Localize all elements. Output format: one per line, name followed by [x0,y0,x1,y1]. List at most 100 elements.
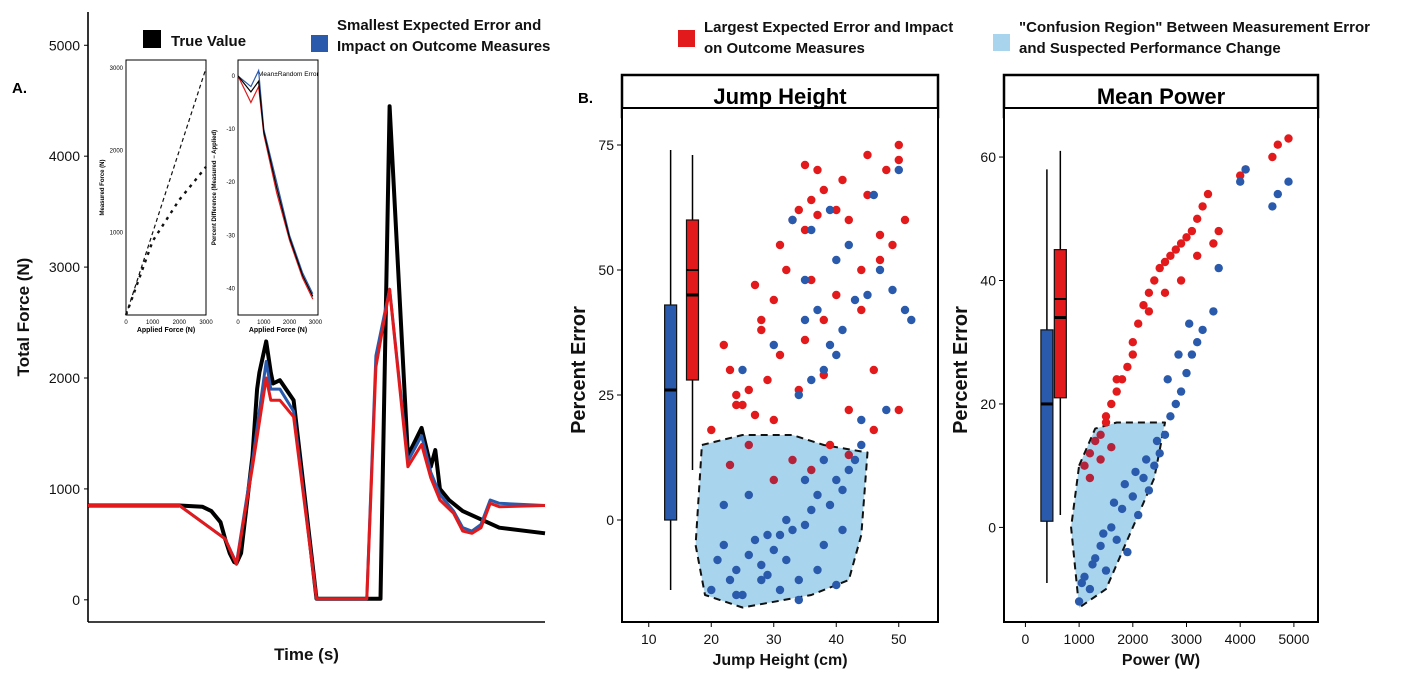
jump-blue-point [825,205,835,215]
inset2-y-axis-title: Percent Difference (Measured − Applied) [212,130,218,245]
inset2-y-tick-label: -30 [226,233,235,239]
jump-blue-point [800,275,810,285]
power-blue-point [1185,319,1194,328]
legend-label-largest-error-2: on Outcome Measures [704,40,865,57]
inset1-y-axis-title: Measured Force (N) [100,159,106,215]
power-blue-point [1109,498,1119,507]
inset1-x-tick-label: 2000 [173,320,187,326]
power-blue-point [1163,375,1172,384]
jump-red-point [769,415,778,425]
power-blue-point [1193,338,1202,347]
power-x-axis-title: Power (W) [1122,652,1200,669]
jump-red-point [869,425,878,435]
jump-blue-point [850,455,860,465]
jump-blue-point [744,490,753,500]
power-blue-point [1131,467,1140,477]
jump-blue-point [819,455,828,465]
jump-red-point [863,190,872,200]
jump-blue-point [850,295,860,305]
power-blue-point [1268,202,1277,211]
power-red-point [1123,362,1132,372]
jump-blue-point [900,305,910,315]
power-blue-point [1120,480,1130,489]
power-red-point [1155,263,1164,273]
force-y-tick-label: 0 [72,592,80,608]
power-x-tick-label: 0 [1022,631,1030,647]
power-x-tick-label: 3000 [1171,631,1202,647]
jump-title: Jump Height [713,84,847,109]
jump-red-point [900,215,910,225]
jump-blue-point [769,545,778,555]
jump-blue-point [907,315,916,325]
power-blue-point [1112,535,1121,544]
jump-blue-point [763,530,772,540]
power-red-point [1203,189,1213,199]
jump-red-point [813,210,822,220]
jump-blue-point [838,485,847,495]
jump-blue-point [744,550,753,560]
jump-y-tick-label: 25 [598,387,614,403]
jump-blue-point [794,390,803,400]
jump-red-point [832,290,841,300]
jump-blue-point [757,560,766,570]
jump-blue-point [813,565,822,575]
jump-red-point [813,165,822,175]
jump-x-tick-label: 40 [828,631,844,647]
power-blue-point [1209,307,1218,316]
jump-blue-point [775,585,785,595]
force-y-tick-label: 3000 [49,259,80,275]
jump-red-point [844,450,853,460]
jump-blue-point [838,325,847,335]
jump-red-point [744,440,753,450]
power-y-tick-label: 0 [988,519,996,535]
power-title: Mean Power [1097,84,1226,109]
power-blue-point [1273,189,1283,199]
jump-red-point [763,375,772,385]
jump-red-point [782,265,791,275]
jump-red-point [750,280,760,290]
power-boxplot-box [1053,249,1067,399]
jump-x-tick-label: 20 [703,631,719,647]
jump-blue-point [713,555,722,565]
power-blue-point [1241,165,1250,174]
power-blue-point [1187,350,1197,359]
jump-red-point [775,350,785,360]
power-blue-point [1096,541,1105,551]
power-blue-point [1198,325,1207,335]
power-blue-point [1160,430,1170,439]
force-y-tick-label: 2000 [49,370,80,386]
inset2-title: Mean±Random Error [258,71,319,78]
inset1-x-axis-title: Applied Force (N) [137,327,195,334]
jump-blue-point [857,415,866,425]
power-blue-point [1101,566,1111,575]
inset2-series-line [237,75,314,297]
inset2-y-tick-label: -40 [226,286,235,292]
inset1-series-line [124,166,207,316]
power-blue-point [1142,455,1151,464]
legend-label-confusion-region-2: and Suspected Performance Change [1019,40,1281,57]
force-y-tick-label: 4000 [49,148,80,164]
force-trace-chart: 0 1000 2000 3000 4000 5000 Time (s) Total Force… [14,12,546,664]
power-red-point [1176,276,1186,285]
inset2-series-line [237,68,314,295]
jump-red-point [732,400,741,410]
power-blue-point [1214,263,1223,273]
jump-blue-point [738,365,747,375]
power-blue-point [1088,560,1097,569]
power-y-axis-title: Percent Error [950,306,972,434]
inset2-series-line [237,75,314,300]
jump-x-tick-label: 50 [891,631,907,647]
jump-blue-point [732,565,741,575]
power-blue-point [1085,584,1095,594]
jump-x-tick-label: 30 [766,631,782,647]
jump-blue-point [882,405,891,415]
force-y-tick-label: 1000 [49,481,80,497]
jump-blue-point [782,555,791,565]
jump-red-point [844,215,853,225]
power-blue-point [1174,350,1183,359]
jump-red-point [807,465,816,475]
power-red-point [1193,251,1202,260]
jump-blue-point [794,575,803,585]
power-y-tick-label: 60 [980,149,996,165]
power-x-tick-label: 2000 [1117,631,1148,647]
